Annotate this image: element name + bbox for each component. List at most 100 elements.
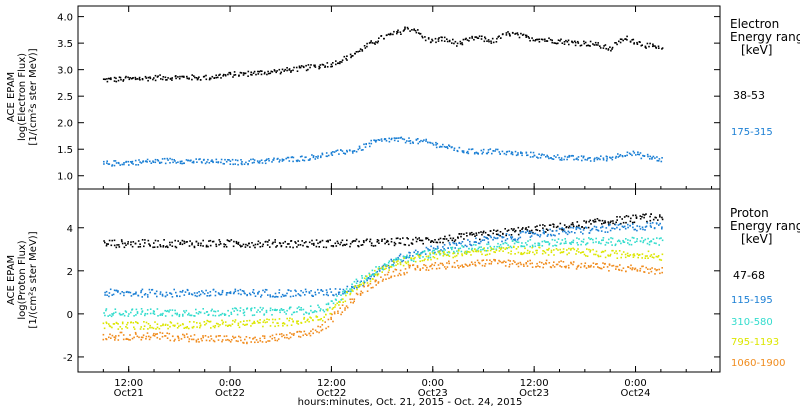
electron-point-175-315 [470, 148, 473, 151]
proton-point-47-68 [152, 246, 154, 249]
proton-point-47-68 [148, 243, 150, 245]
proton-point-1060-1900 [289, 336, 292, 339]
electron-point-38-53 [154, 79, 157, 82]
proton-point-115-195 [117, 291, 119, 293]
electron-point-38-53 [440, 36, 442, 38]
proton-point-1060-1900 [286, 336, 288, 339]
proton-point-1060-1900 [312, 328, 314, 331]
proton-point-1060-1900 [248, 337, 251, 339]
proton-point-1060-1900 [403, 273, 406, 276]
electron-point-175-315 [566, 156, 569, 158]
proton-point-115-195 [233, 291, 235, 294]
proton-point-47-68 [207, 245, 209, 248]
electron-point-38-53 [557, 42, 559, 45]
proton-point-310-580 [385, 264, 387, 266]
proton-point-310-580 [499, 244, 502, 246]
electron-point-175-315 [333, 151, 336, 153]
proton-point-47-68 [361, 244, 364, 246]
proton-point-310-580 [636, 240, 638, 243]
proton-point-310-580 [183, 310, 185, 312]
electron-point-38-53 [527, 36, 530, 38]
proton-point-1060-1900 [386, 273, 389, 276]
proton-point-795-1193 [553, 249, 555, 251]
electron-point-175-315 [462, 150, 465, 152]
proton-point-795-1193 [334, 306, 336, 308]
proton-point-795-1193 [156, 326, 159, 329]
proton-point-310-580 [446, 251, 449, 254]
proton-point-115-195 [154, 292, 157, 295]
electron-point-38-53 [183, 76, 185, 78]
proton-point-310-580 [257, 309, 259, 311]
electron-point-175-315 [111, 165, 113, 167]
proton-point-310-580 [661, 239, 664, 242]
electron-point-38-53 [565, 39, 567, 42]
electron-point-175-315 [632, 150, 635, 153]
electron-point-175-315 [134, 159, 137, 162]
proton-point-1060-1900 [232, 335, 234, 338]
proton-point-115-195 [536, 233, 539, 236]
proton-point-310-580 [107, 315, 109, 317]
proton-point-310-580 [315, 310, 318, 313]
proton-point-1060-1900 [474, 264, 477, 267]
proton-point-795-1193 [595, 250, 598, 253]
proton-point-1060-1900 [390, 275, 393, 278]
proton-point-310-580 [582, 241, 585, 243]
proton-point-1060-1900 [431, 263, 433, 266]
proton-point-47-68 [227, 240, 230, 242]
proton-point-115-195 [519, 232, 522, 234]
proton-point-795-1193 [433, 256, 436, 259]
electron-point-175-315 [121, 163, 123, 166]
electron-point-175-315 [314, 158, 317, 160]
proton-point-795-1193 [320, 318, 322, 320]
proton-point-47-68 [137, 240, 140, 242]
proton-point-310-580 [296, 311, 298, 313]
proton-point-115-195 [483, 239, 486, 241]
proton-point-310-580 [195, 308, 197, 311]
electron-point-175-315 [340, 149, 342, 151]
electron-point-38-53 [260, 73, 263, 76]
proton-point-47-68 [505, 234, 507, 237]
proton-point-310-580 [202, 308, 204, 310]
proton-point-1060-1900 [643, 271, 645, 273]
proton-point-310-580 [159, 314, 161, 316]
electron-point-38-53 [310, 64, 312, 66]
proton-point-47-68 [185, 241, 188, 243]
proton-point-795-1193 [429, 252, 431, 255]
proton-point-47-68 [555, 226, 558, 229]
proton-point-795-1193 [620, 256, 622, 259]
proton-point-115-195 [305, 290, 308, 293]
proton-point-115-195 [161, 295, 164, 297]
electron-point-38-53 [366, 42, 368, 45]
proton-point-115-195 [611, 227, 613, 230]
electron-point-175-315 [363, 143, 365, 146]
proton-point-795-1193 [199, 322, 201, 324]
electron-point-175-315 [560, 157, 563, 159]
proton-point-47-68 [458, 233, 460, 235]
electron-point-38-53 [280, 71, 282, 74]
proton-point-1060-1900 [363, 285, 365, 288]
proton-point-795-1193 [389, 265, 391, 268]
proton-point-47-68 [370, 242, 373, 244]
proton-point-1060-1900 [596, 263, 598, 265]
proton-point-115-195 [555, 229, 558, 232]
electron-point-38-53 [128, 78, 131, 81]
electron-point-38-53 [228, 71, 230, 74]
proton-point-115-195 [642, 228, 644, 231]
electron-point-175-315 [317, 155, 319, 157]
electron-point-175-315 [181, 160, 183, 163]
proton-point-795-1193 [336, 302, 338, 305]
proton-point-310-580 [611, 237, 614, 240]
proton-point-795-1193 [297, 323, 300, 325]
proton-point-310-580 [377, 268, 380, 271]
proton-point-47-68 [189, 240, 191, 242]
electron-point-175-315 [251, 162, 254, 164]
electron-point-38-53 [525, 34, 527, 37]
proton-point-115-195 [318, 292, 320, 294]
proton-point-310-580 [631, 236, 634, 239]
electron-point-175-315 [606, 158, 608, 160]
proton-point-795-1193 [386, 265, 388, 267]
electron-point-175-315 [311, 154, 313, 156]
proton-point-115-195 [575, 228, 578, 231]
proton-point-310-580 [620, 242, 622, 245]
proton-point-310-580 [250, 307, 253, 310]
